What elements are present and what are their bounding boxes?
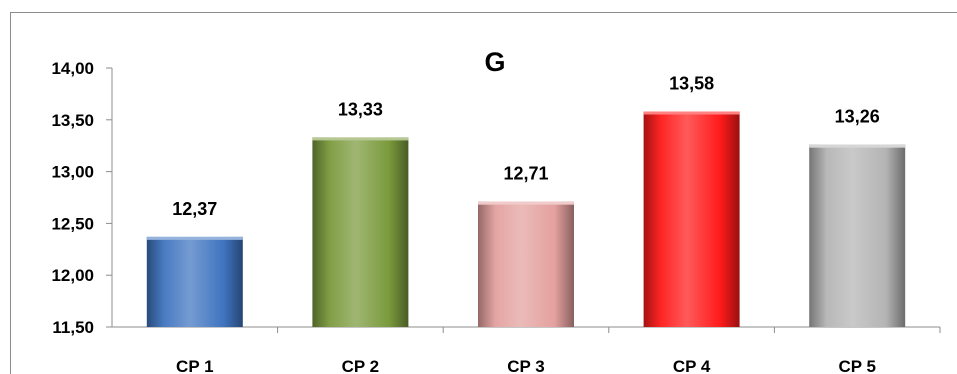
y-tick-label: 11,50 xyxy=(52,318,94,337)
bar-cp-1 xyxy=(146,236,243,327)
bar-cap xyxy=(146,236,243,240)
bar-cap xyxy=(478,201,574,205)
bars xyxy=(146,111,906,328)
x-tick-label: CP 5 xyxy=(838,357,876,374)
x-tick-label: CP 1 xyxy=(176,357,214,374)
data-label: 13,26 xyxy=(835,107,880,127)
x-tick-label: CP 3 xyxy=(507,357,545,374)
data-label: 13,33 xyxy=(338,99,383,119)
data-label: 12,37 xyxy=(172,199,217,219)
x-tick-label: CP 2 xyxy=(342,357,380,374)
labels: 11,50 12,00 12,50 13,00 13,50 14,00 12,37 CP 1 1… xyxy=(51,59,879,374)
data-label: 13,58 xyxy=(669,74,714,94)
y-tick-label: 12,50 xyxy=(51,214,94,233)
bar-cp-5 xyxy=(809,144,906,327)
y-tick-label: 14,00 xyxy=(51,59,94,78)
bar-cp-2 xyxy=(312,137,409,327)
bar-cap xyxy=(809,144,906,148)
bar-cp-4 xyxy=(643,111,740,328)
y-tick-label: 13,00 xyxy=(51,163,94,182)
chart-title: G xyxy=(484,47,505,77)
y-tick-label: 12,00 xyxy=(51,266,94,285)
y-tick-label: 13,50 xyxy=(51,111,94,130)
bar-cap xyxy=(643,111,740,115)
bar-cp-3 xyxy=(478,201,574,327)
data-label: 12,71 xyxy=(503,164,548,184)
bar-cap xyxy=(312,137,409,141)
x-tick-label: CP 4 xyxy=(673,357,711,374)
